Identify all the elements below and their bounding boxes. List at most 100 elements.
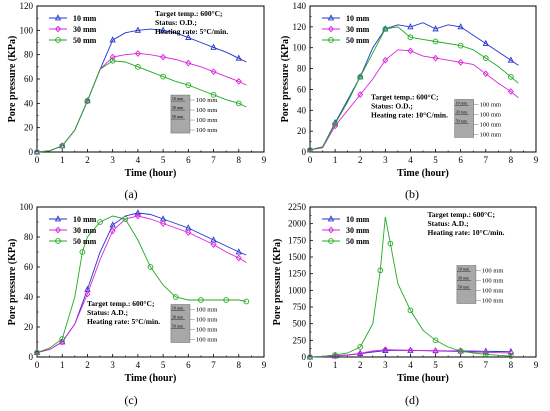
y-axis-label: Pore pressure (KPa)	[272, 239, 283, 326]
data-point	[407, 47, 414, 55]
data-point	[134, 26, 142, 33]
data-point	[382, 26, 389, 32]
data-point	[243, 298, 250, 305]
x-tick-label: 8	[509, 155, 514, 165]
annotation-text: Heating rate: 5°C/min.	[155, 27, 228, 36]
data-point	[223, 297, 230, 303]
y-tick-label: 140	[293, 1, 307, 11]
probe-depth-label: 30 mm	[172, 105, 184, 110]
data-point	[84, 98, 91, 104]
probe-depth-label: 10 mm	[172, 306, 184, 311]
data-point	[59, 142, 66, 149]
data-point	[432, 54, 439, 62]
series-10-mm	[33, 26, 247, 155]
specimen-block	[454, 99, 474, 138]
specimen-inset: 10 mm 30 mm 50 mm 100 mm 100 mm 100 mm 100 mm	[454, 99, 502, 138]
legend-marker	[54, 215, 62, 222]
x-tick-label: 5	[161, 155, 166, 165]
series-50-mm	[307, 26, 519, 153]
data-point	[210, 43, 217, 50]
annotation-text: Heating rate: 10°C/min.	[428, 228, 505, 237]
y-tick-label: 2250	[288, 202, 307, 212]
series-line	[36, 215, 247, 353]
data-point	[59, 336, 66, 342]
x-tick-label: 4	[136, 155, 141, 165]
plot-frame	[36, 5, 265, 153]
dimension-label: 100 mm	[480, 131, 502, 138]
series-line	[36, 215, 247, 353]
x-tick-label: 2	[85, 155, 90, 165]
y-tick-label: 2000	[288, 219, 307, 229]
x-tick-label: 9	[534, 360, 539, 370]
y-tick-label: 0	[29, 352, 34, 362]
annotation-text: Heating rate: 10°C/min.	[371, 110, 448, 119]
data-point	[407, 23, 414, 30]
x-tick-label: 5	[161, 360, 166, 370]
y-tick-label: 80	[24, 232, 34, 242]
annotation-text: Status: O.D.;	[155, 18, 197, 27]
data-point	[79, 249, 86, 255]
x-axis-label: Time (hour)	[125, 373, 177, 384]
data-point	[332, 122, 339, 130]
data-point	[235, 100, 242, 107]
data-point	[185, 229, 192, 236]
data-point	[122, 216, 129, 222]
data-point	[332, 352, 338, 358]
y-axis-label: Pore pressure (KPa)	[280, 36, 291, 123]
x-tick-label: 0	[308, 360, 313, 370]
plot-frame	[36, 206, 265, 358]
data-point	[109, 57, 116, 64]
x-axis-label: Time (hour)	[397, 168, 449, 179]
probe-depth-label: 50 mm	[172, 324, 184, 329]
legend-marker	[54, 25, 62, 33]
y-tick-label: 20	[297, 126, 307, 136]
specimen-block	[456, 265, 477, 304]
legend-label: 30 mm	[73, 25, 97, 34]
x-tick-label: 3	[110, 155, 115, 165]
data-point	[109, 36, 116, 43]
x-tick-label: 6	[186, 360, 191, 370]
data-point	[482, 55, 489, 61]
data-point	[382, 56, 389, 64]
annotation-text: Target temp.: 600°C;	[87, 299, 155, 308]
data-point	[84, 97, 91, 104]
dimension-label: 100 mm	[196, 117, 218, 124]
dimension-label: 100 mm	[482, 268, 504, 275]
x-tick-label: 4	[408, 360, 413, 370]
probe-depth-label: 10 mm	[458, 267, 470, 272]
data-point	[235, 254, 242, 262]
x-tick-label: 4	[408, 155, 413, 165]
y-tick-label: 250	[293, 335, 307, 345]
x-tick-label: 4	[136, 360, 141, 370]
series-10-mm	[306, 22, 519, 153]
probe-depth-label: 30 mm	[172, 315, 184, 320]
y-tick-label: 0	[302, 147, 307, 157]
y-tick-label: 80	[24, 50, 34, 60]
data-point	[135, 63, 141, 70]
y-tick-label: 100	[20, 202, 34, 212]
legend-marker	[54, 14, 62, 21]
x-axis-label: Time (hour)	[397, 373, 449, 384]
x-tick-label: 1	[60, 360, 65, 370]
data-point	[357, 91, 364, 99]
probe-depth-label: 10 mm	[456, 100, 468, 105]
y-axis-label: Pore pressure (KPa)	[7, 239, 18, 326]
data-point	[357, 349, 364, 357]
data-point	[307, 354, 313, 360]
y-tick-label: 60	[24, 262, 34, 272]
data-point	[109, 227, 116, 235]
data-point	[407, 34, 414, 41]
specimen-inset: 10 mm 30 mm 50 mm 100 mm 100 mm 100 mm 100 mm	[170, 304, 217, 344]
legend-label: 30 mm	[346, 226, 370, 235]
data-point	[407, 307, 414, 314]
specimen-inset: 10 mm 30 mm 50 mm 100 mm 100 mm 100 mm 100 mm	[170, 94, 218, 134]
y-tick-label: 1000	[288, 285, 307, 295]
annotation-text: Status: A.D.;	[87, 308, 128, 317]
legend-marker	[327, 25, 335, 33]
legend-marker	[327, 215, 335, 222]
specimen-block	[170, 304, 191, 343]
data-point	[457, 58, 464, 66]
x-tick-label: 2	[85, 360, 90, 370]
data-point	[387, 240, 394, 247]
data-point	[160, 73, 166, 80]
